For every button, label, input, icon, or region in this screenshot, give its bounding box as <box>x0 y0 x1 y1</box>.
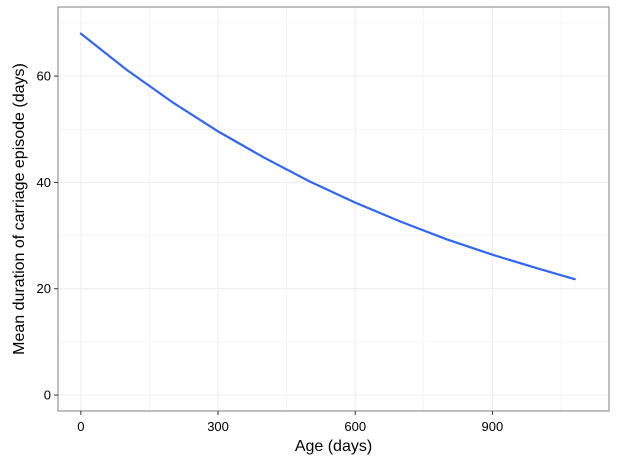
axes: 0 300 600 900 0 20 40 60 <box>37 69 504 434</box>
series-layer <box>79 32 576 281</box>
y-tick-label: 20 <box>37 281 51 296</box>
x-axis-title: Age (days) <box>295 438 372 455</box>
grid-lines <box>58 7 609 411</box>
x-tick-label: 0 <box>77 419 84 434</box>
y-axis-title: Mean duration of carriage episode (days) <box>11 63 28 355</box>
x-tick-label: 600 <box>344 419 366 434</box>
y-tick-label: 40 <box>37 175 51 190</box>
x-tick-label: 300 <box>207 419 229 434</box>
x-tick-label: 900 <box>482 419 504 434</box>
y-tick-label: 0 <box>44 388 51 403</box>
series-line-0 <box>79 32 576 281</box>
plot-panel-border <box>57 6 610 412</box>
y-tick-label: 60 <box>37 69 51 84</box>
